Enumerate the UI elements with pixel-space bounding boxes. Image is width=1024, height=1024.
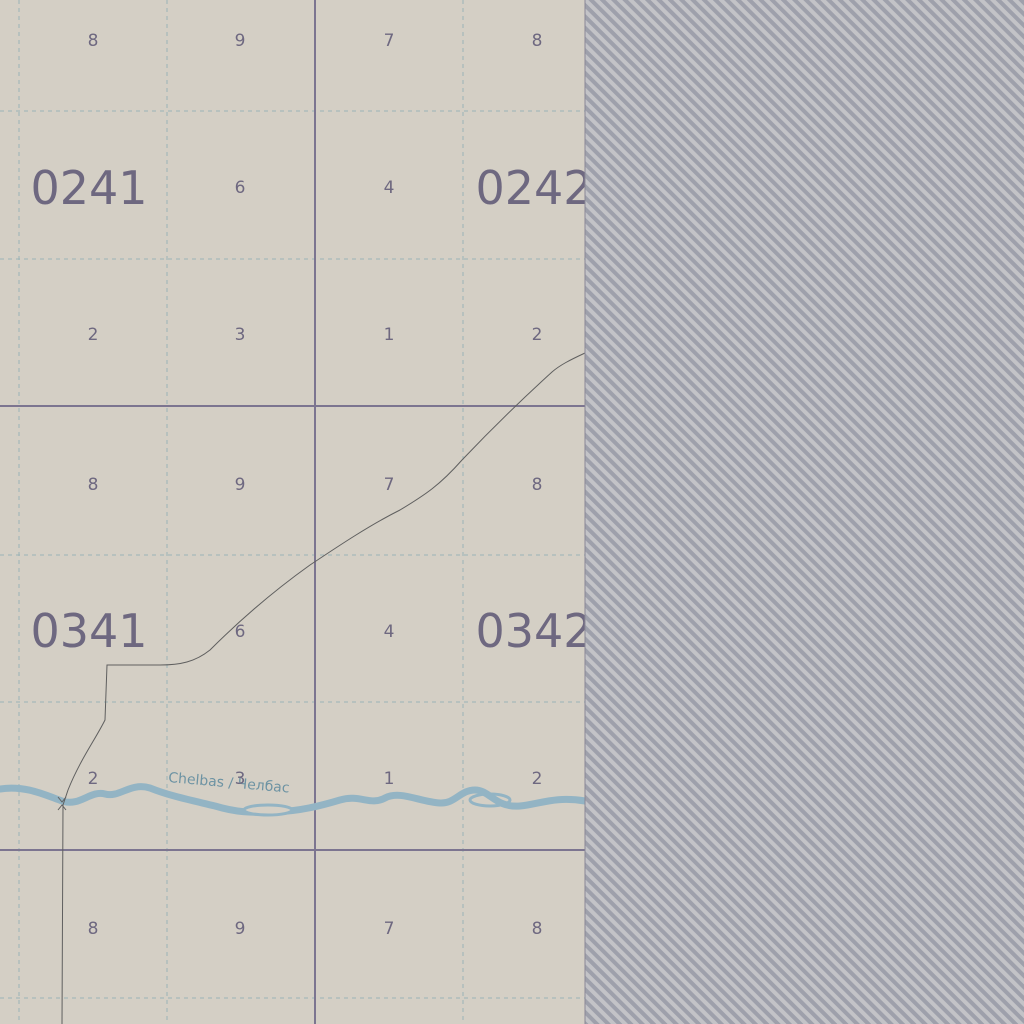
- cell-label: 7: [384, 31, 395, 51]
- road-line[interactable]: [61, 352, 586, 1024]
- cell-label: 8: [88, 475, 99, 495]
- out-of-area-hatch: [585, 0, 1024, 1024]
- cell-label: 3: [235, 325, 246, 345]
- cell-label: 1: [384, 769, 395, 789]
- cell-label: 8: [88, 31, 99, 51]
- cell-label: 6: [235, 178, 246, 198]
- major-grid: [0, 0, 585, 1024]
- sheet-label-0341: 0341: [30, 604, 147, 658]
- river-chelbas[interactable]: [0, 783, 589, 817]
- sheet-label-0241: 0241: [30, 161, 147, 215]
- cell-label: 7: [384, 919, 395, 939]
- cell-label: 6: [235, 622, 246, 642]
- cell-label: 1: [384, 325, 395, 345]
- cell-label: 7: [384, 475, 395, 495]
- sheet-label-0342: 0342: [475, 604, 592, 658]
- cell-label: 4: [384, 178, 395, 198]
- minor-grid: [0, 0, 585, 1024]
- cell-label: 9: [235, 475, 246, 495]
- cell-label: 8: [532, 919, 543, 939]
- cell-label: 2: [532, 325, 543, 345]
- cell-label: 8: [88, 919, 99, 939]
- cell-label: 3: [235, 769, 246, 789]
- cell-label: 2: [532, 769, 543, 789]
- cell-label: 2: [88, 769, 99, 789]
- cell-label: 4: [384, 622, 395, 642]
- cell-label: 8: [532, 475, 543, 495]
- map-background: [0, 0, 585, 1024]
- cell-label: 8: [532, 31, 543, 51]
- cell-label: 9: [235, 31, 246, 51]
- cell-label: 9: [235, 919, 246, 939]
- sheet-label-0242: 0242: [475, 161, 592, 215]
- bridge-icon: [57, 796, 67, 811]
- cell-label: 2: [88, 325, 99, 345]
